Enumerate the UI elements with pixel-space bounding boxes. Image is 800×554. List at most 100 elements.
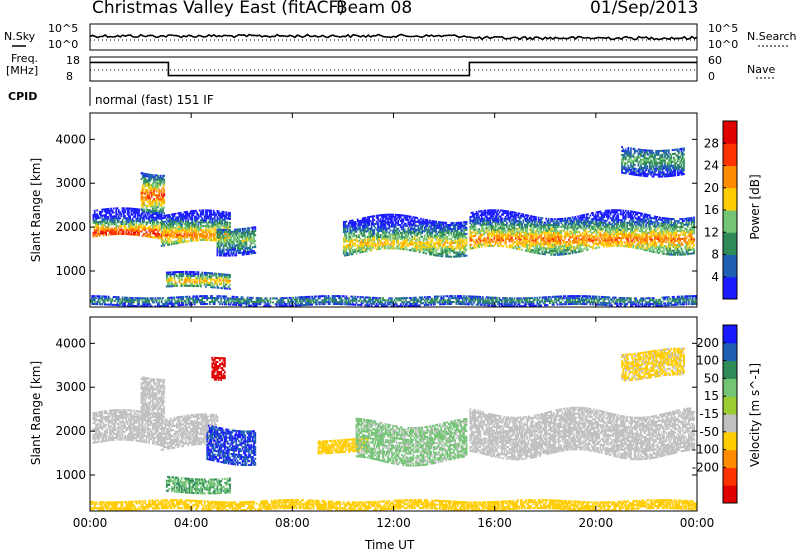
- heatmap-cell: [144, 172, 147, 175]
- heatmap-cell: [198, 215, 201, 218]
- heatmap-cell: [501, 219, 503, 222]
- heatmap-cell: [205, 217, 207, 220]
- heatmap-cell: [188, 236, 191, 239]
- heatmap-cell: [614, 217, 617, 220]
- heatmap-cell: [368, 239, 370, 242]
- heatmap-cell: [442, 231, 445, 234]
- heatmap-cell: [469, 222, 472, 224]
- heatmap-cell: [460, 227, 463, 230]
- heatmap-cell: [530, 227, 532, 230]
- heatmap-cell: [398, 233, 401, 236]
- heatmap-cell: [219, 273, 221, 276]
- heatmap-cell: [407, 215, 410, 218]
- heatmap-cell: [469, 231, 472, 234]
- heatmap-cell: [125, 223, 128, 226]
- heatmap-cell: [361, 241, 364, 244]
- heatmap-cell: [569, 216, 572, 219]
- heatmap-cell: [101, 220, 104, 223]
- heatmap-cell: [205, 225, 207, 228]
- heatmap-cell: [146, 209, 149, 211]
- heatmap-cell: [369, 247, 372, 250]
- heatmap-cell: [437, 240, 440, 243]
- heatmap-cell: [423, 246, 426, 249]
- heatmap-cell: [235, 234, 238, 237]
- heatmap-cell: [520, 220, 522, 223]
- heatmap-cell: [542, 247, 545, 250]
- heatmap-cell: [200, 233, 202, 236]
- heatmap-cell: [480, 218, 483, 220]
- heatmap-cell: [578, 219, 580, 222]
- heatmap-cell: [411, 241, 413, 244]
- heatmap-cell: [188, 214, 191, 217]
- heatmap-cell: [617, 217, 620, 220]
- heatmap-cell: [250, 234, 253, 237]
- heatmap-cell: [509, 222, 512, 225]
- heatmap-cell: [456, 225, 459, 228]
- heatmap-cell: [464, 246, 467, 249]
- heatmap-cell: [525, 227, 527, 230]
- heatmap-cell: [388, 225, 391, 228]
- heatmap-cell: [459, 235, 462, 238]
- heatmap-cell: [544, 225, 546, 228]
- heatmap-cell: [425, 242, 427, 245]
- heatmap-cell: [556, 230, 559, 232]
- heatmap-cell: [162, 198, 164, 201]
- heatmap-cell: [388, 235, 391, 238]
- heatmap-cell: [227, 252, 230, 255]
- heatmap-cell: [174, 273, 177, 276]
- heatmap-cell: [480, 235, 483, 238]
- heatmap-cell: [579, 226, 582, 229]
- heatmap-cell: [226, 248, 229, 251]
- heatmap-cell: [479, 214, 482, 217]
- heatmap-cell: [225, 213, 228, 216]
- heatmap-cell: [221, 222, 224, 225]
- heatmap-cell: [202, 277, 205, 280]
- heatmap-cell: [503, 225, 506, 228]
- heatmap-cell: [93, 209, 96, 212]
- heatmap-cell: [130, 227, 133, 230]
- heatmap-cell: [184, 222, 187, 225]
- heatmap-cell: [545, 229, 548, 232]
- heatmap-cell: [513, 247, 516, 250]
- heatmap-cell: [575, 219, 578, 222]
- heatmap-cell: [174, 212, 177, 215]
- heatmap-cell: [521, 213, 523, 216]
- heatmap-cell: [398, 216, 401, 219]
- heatmap-cell: [213, 211, 216, 214]
- heatmap-cell: [555, 220, 558, 223]
- heatmap-cell: [540, 236, 542, 239]
- heatmap-cell: [344, 246, 346, 249]
- heatmap-cell: [397, 214, 400, 216]
- heatmap-cell: [566, 233, 569, 236]
- heatmap-cell: [165, 214, 168, 217]
- heatmap-cell: [355, 240, 358, 243]
- heatmap-cell: [224, 275, 226, 278]
- heatmap-cell: [157, 212, 159, 215]
- heatmap-cell: [96, 235, 99, 238]
- heatmap-cell: [127, 209, 130, 212]
- heatmap-cell: [193, 271, 196, 274]
- heatmap-cell: [210, 286, 212, 289]
- heatmap-cell: [540, 217, 542, 220]
- heatmap-cell: [167, 281, 169, 284]
- heatmap-cell: [402, 218, 405, 221]
- heatmap-cell: [512, 215, 515, 218]
- heatmap-cell: [552, 230, 555, 233]
- heatmap-cell: [387, 223, 389, 226]
- heatmap-cell: [234, 238, 236, 241]
- heatmap-cell: [394, 229, 397, 232]
- heatmap-cell: [155, 229, 158, 231]
- heatmap-cell: [135, 210, 138, 213]
- heatmap-cell: [604, 223, 607, 226]
- heatmap-cell: [580, 240, 583, 243]
- heatmap-cell: [530, 248, 532, 251]
- heatmap-cell: [599, 212, 602, 215]
- heatmap-cell: [344, 250, 346, 253]
- heatmap-cell: [201, 233, 204, 236]
- heatmap-cell: [559, 233, 561, 236]
- heatmap-cell: [459, 231, 462, 234]
- heatmap-cell: [518, 238, 521, 241]
- heatmap-cell: [516, 235, 518, 238]
- heatmap-cell: [221, 250, 224, 253]
- heatmap-cell: [544, 251, 546, 254]
